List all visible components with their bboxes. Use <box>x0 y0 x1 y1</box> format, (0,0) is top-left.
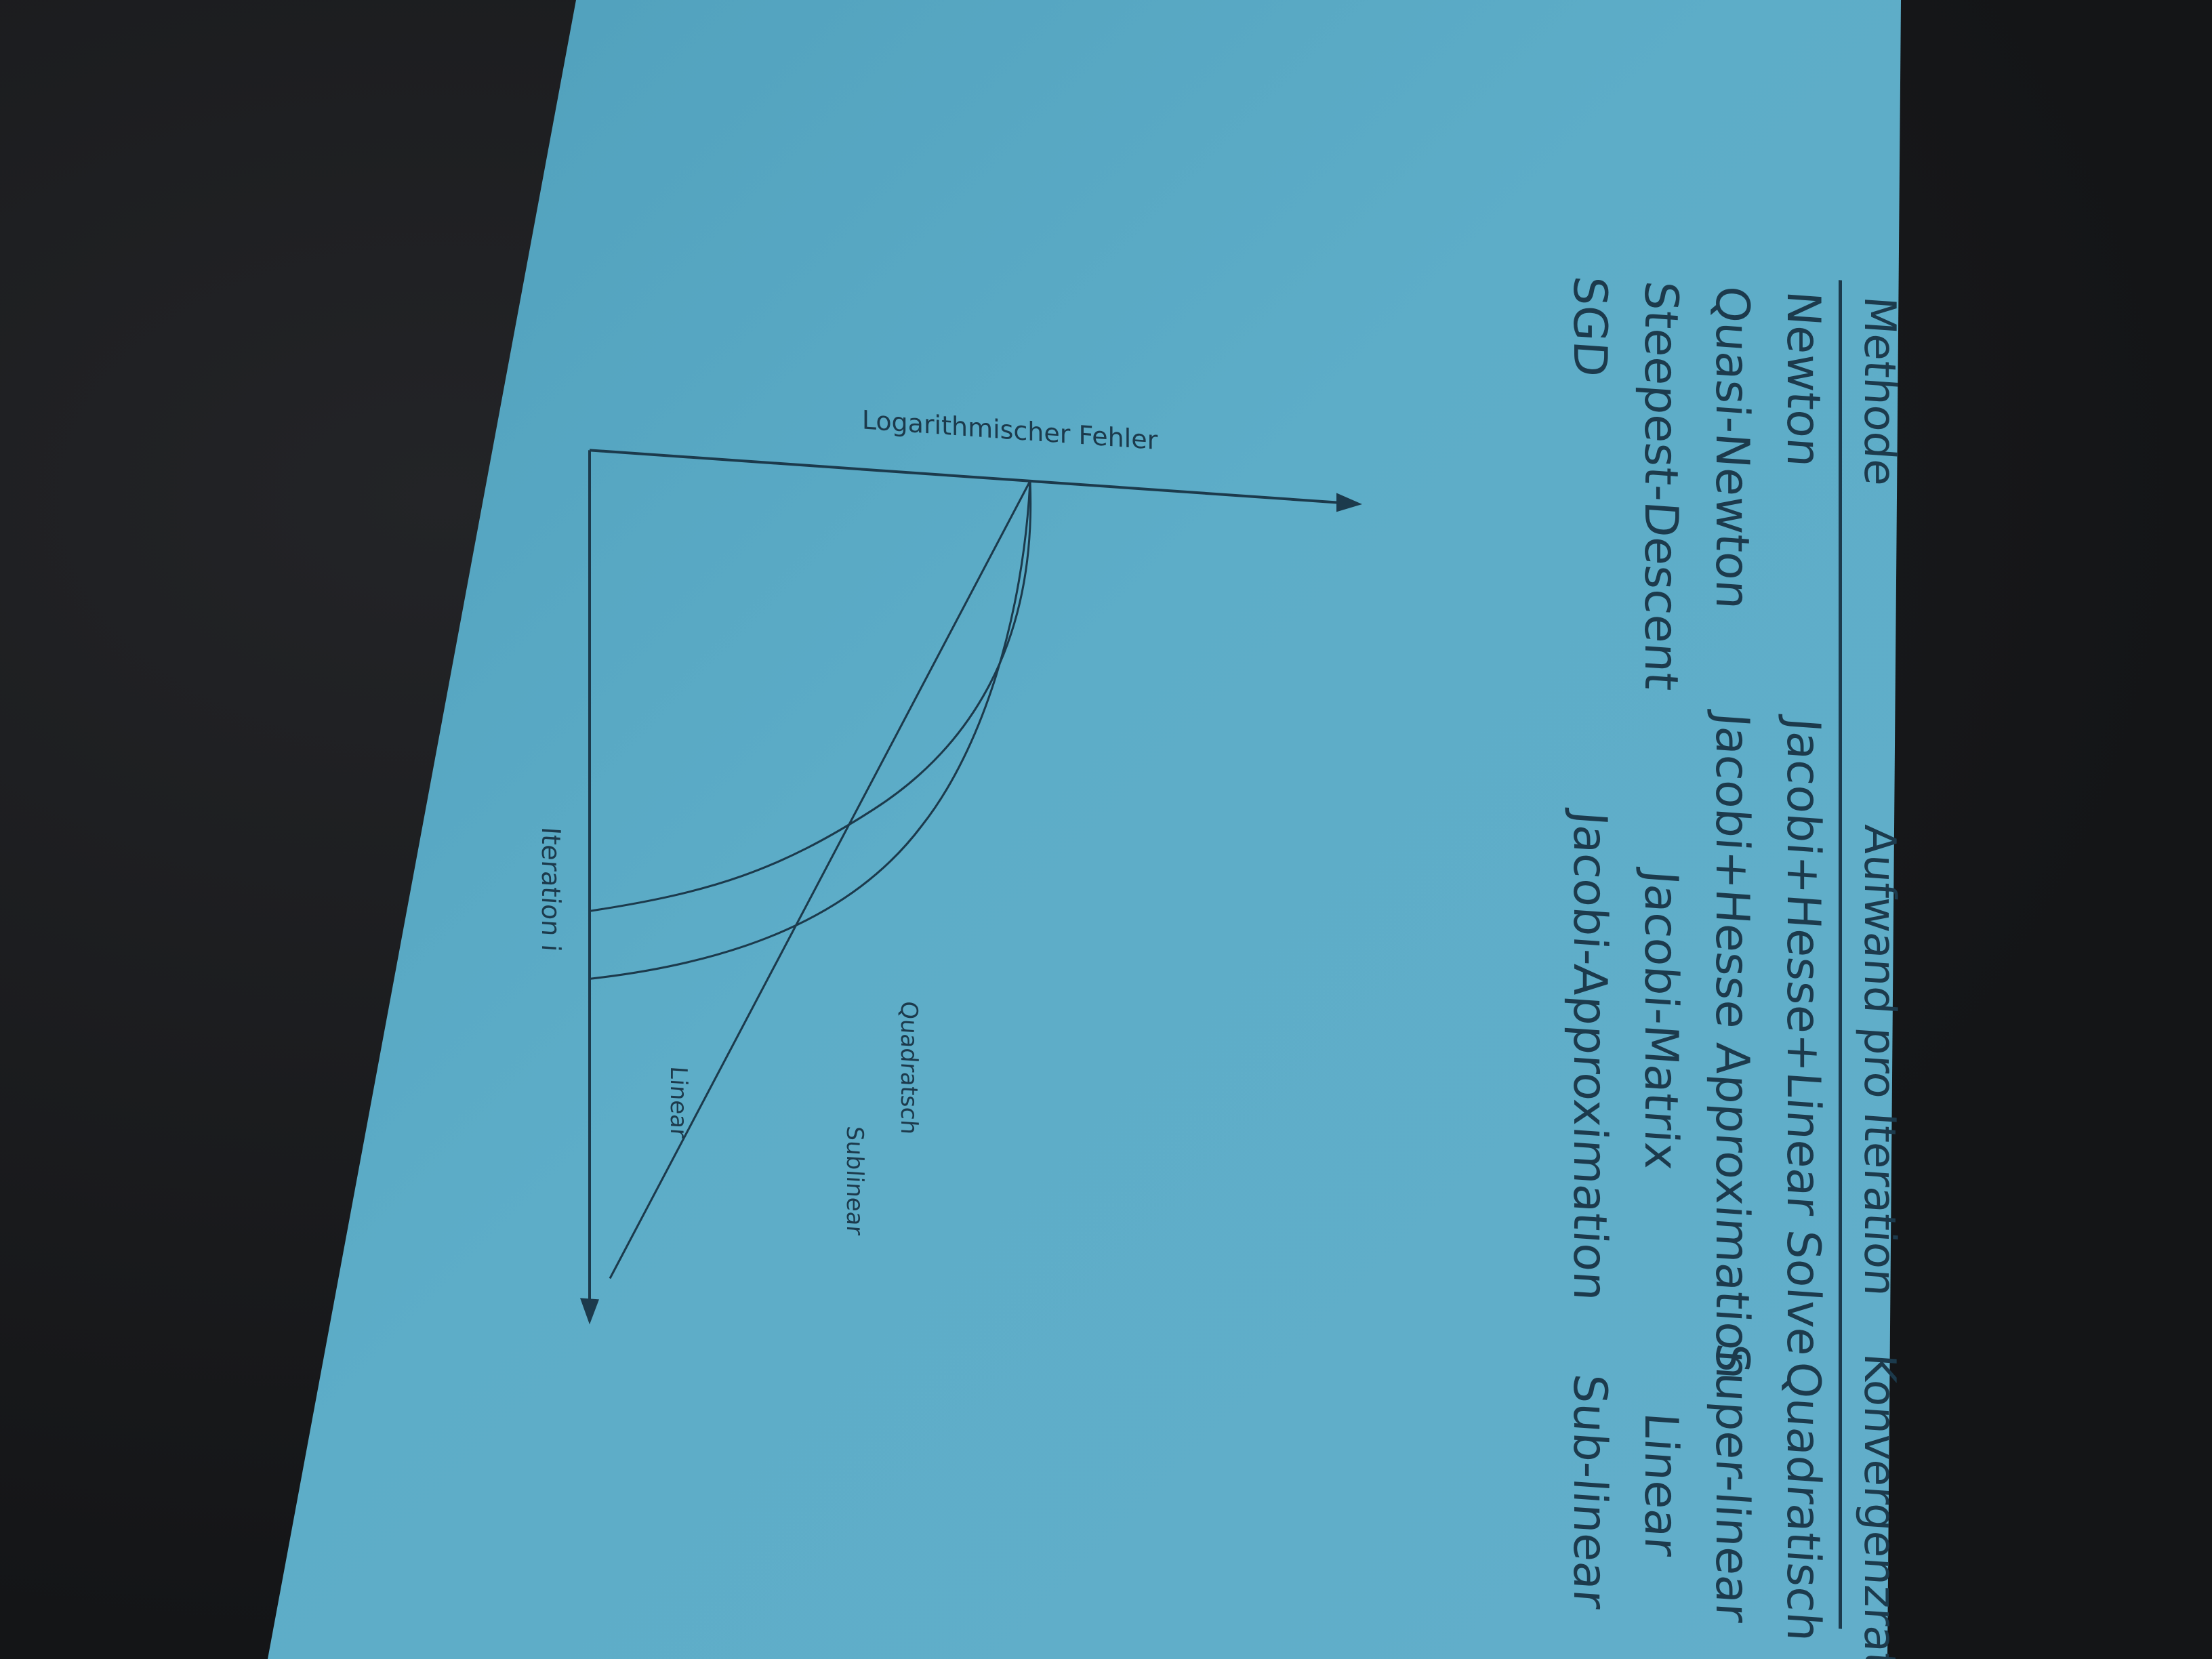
cell-methode-quasi-newton: Quasi-Newton <box>1705 284 1759 611</box>
cell-rate-quadratisch: Quadratisch <box>1776 1359 1830 1643</box>
header-konvergenzrate: Konvergenzrate <box>1854 1351 1904 1659</box>
y-axis-label: Logarithmischer Fehler <box>862 405 1158 455</box>
curve-sublinear <box>589 480 1032 912</box>
y-axis-arrow <box>1336 493 1362 512</box>
curve-quadratsch <box>589 480 1031 980</box>
y-axis <box>590 449 1342 504</box>
cell-rate-linear: Linear <box>1634 1411 1687 1558</box>
cell-aufwand-sgd: Jacobi-Approximation <box>1563 809 1616 1303</box>
curve-linear <box>609 480 1031 1279</box>
header-methode: Methode <box>1854 294 1904 488</box>
cell-methode-newton: Newton <box>1776 289 1830 469</box>
x-axis-arrow <box>580 1298 599 1325</box>
cell-aufwand-quasi-newton: Jacobi+Hesse Approximation <box>1705 711 1759 1382</box>
cell-methode-sgd: SGD <box>1563 274 1616 379</box>
cell-rate-super-linear: Super-linear <box>1705 1341 1759 1624</box>
label-quadratsch: Quadratsch <box>895 1000 922 1136</box>
header-aufwand: Aufwand pro Iteration <box>1854 823 1904 1298</box>
cell-aufwand-newton: Jacobi+Hesse+Linear Solve <box>1776 716 1830 1358</box>
label-sublinear: Sublinear <box>841 1125 868 1236</box>
convergence-chart: Quadratsch Linear Sublinear Iteration i … <box>536 405 1362 1325</box>
cell-rate-sub-linear: Sub-linear <box>1563 1372 1616 1611</box>
cell-methode-steepest-descent: Steepest-Descent <box>1634 279 1687 693</box>
x-axis-label: Iteration i <box>536 826 566 953</box>
table-rule <box>1839 280 1842 1629</box>
slide: Methode Aufwand pro Iteration Konvergenz… <box>346 148 1904 1659</box>
cell-aufwand-steepest-descent: Jacobi-Matrix <box>1634 869 1687 1172</box>
axes <box>580 449 1362 1325</box>
label-linear: Linear <box>665 1065 692 1139</box>
